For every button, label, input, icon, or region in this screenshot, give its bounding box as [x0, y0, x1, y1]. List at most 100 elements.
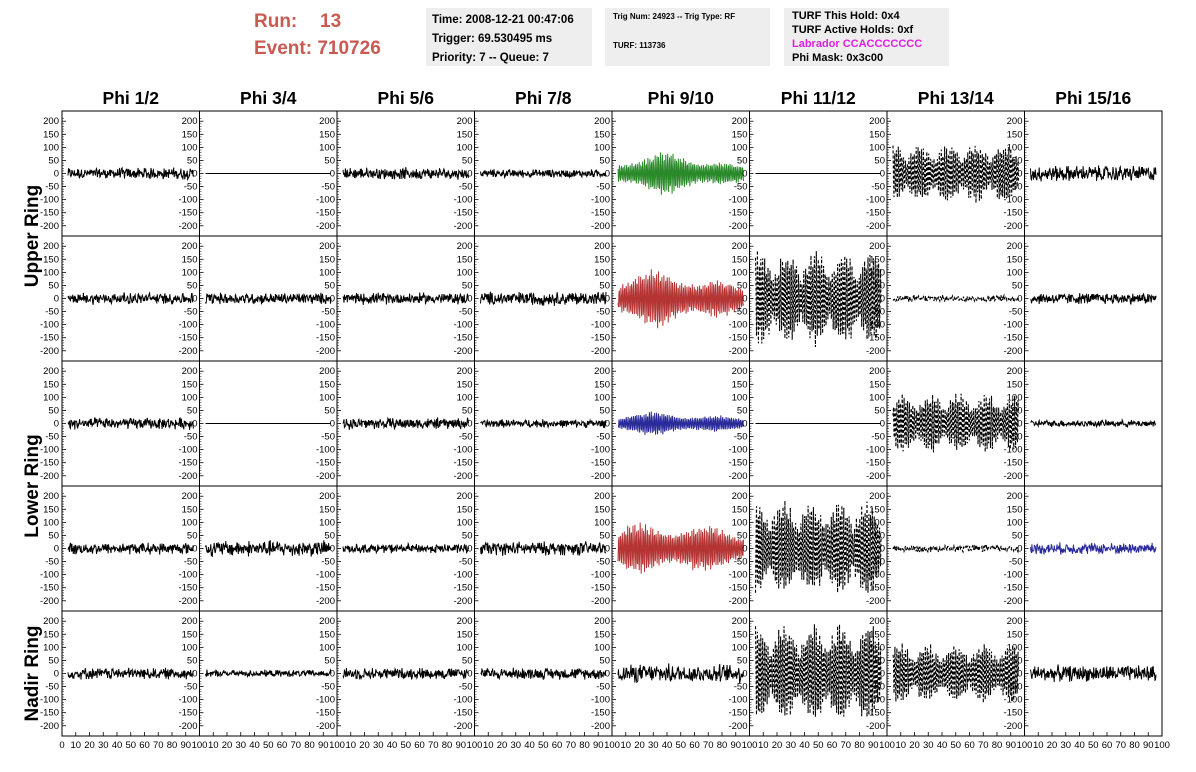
x-tick-label: 40 [937, 740, 948, 751]
y-tick-label: 200 [869, 616, 885, 627]
y-tick-label: -50 [184, 557, 198, 568]
event-label: Event: [254, 38, 313, 59]
y-tick-label: -100 [728, 570, 747, 581]
y-tick-label: 150 [182, 129, 198, 140]
waveform-trace [617, 152, 744, 195]
y-tick-label: 200 [319, 491, 335, 502]
y-tick-label: 200 [594, 241, 610, 252]
y-tick-label: -200 [316, 721, 335, 732]
y-tick-label: 0 [1017, 669, 1022, 680]
y-tick-label: -50 [871, 307, 885, 318]
y-tick-label: 100 [732, 142, 748, 153]
y-tick-label: 150 [732, 254, 748, 265]
y-tick-label: 0 [192, 419, 197, 430]
y-tick-label: -200 [728, 471, 747, 482]
column-title: Phi 9/10 [648, 88, 714, 108]
x-tick-label: 80 [1129, 740, 1140, 751]
y-tick-label: 200 [594, 616, 610, 627]
y-tick-label: 50 [324, 530, 335, 541]
y-tick-label: -50 [184, 682, 198, 693]
run-line: Run: 13 [254, 8, 381, 35]
y-tick-label: -150 [316, 458, 335, 469]
trig-info-box: Trig Num: 24923 -- Trig Type: RF TURF: 1… [605, 8, 770, 66]
y-tick-label: -100 [1003, 695, 1022, 706]
y-tick-label: 150 [43, 129, 59, 140]
y-tick-label: -150 [728, 458, 747, 469]
y-tick-label: 200 [319, 116, 335, 127]
y-tick-label: -150 [728, 583, 747, 594]
y-tick-label: -50 [45, 307, 59, 318]
y-tick-label: 0 [330, 544, 335, 555]
x-tick-label: 10 [208, 740, 219, 751]
y-tick-label: -200 [40, 721, 59, 732]
y-tick-label: 200 [182, 616, 198, 627]
y-tick-label: -100 [866, 445, 885, 456]
x-tick-label: 60 [552, 740, 563, 751]
waveform-trace [754, 500, 882, 593]
y-tick-label: 50 [1012, 655, 1023, 666]
y-tick-label: -50 [459, 182, 473, 193]
y-tick-label: 100 [869, 142, 885, 153]
y-tick-label: 50 [599, 280, 610, 291]
y-tick-label: 150 [732, 379, 748, 390]
y-tick-label: 0 [880, 294, 885, 305]
y-tick-label: 150 [43, 504, 59, 515]
x-tick-label: 90 [1143, 740, 1154, 751]
y-tick-label: 150 [319, 129, 335, 140]
x-tick-label: 50 [400, 740, 411, 751]
y-tick-label: 0 [192, 669, 197, 680]
turf-info-box: TURF This Hold: 0x4 TURF Active Holds: 0… [784, 8, 949, 66]
x-tick-label: 100 [879, 740, 895, 751]
x-tick-label: 20 [497, 740, 508, 751]
waveform-trace [205, 292, 332, 305]
y-tick-label: 50 [1012, 155, 1023, 166]
y-tick-label: 0 [880, 669, 885, 680]
x-tick-label: 100 [329, 740, 345, 751]
y-tick-label: -150 [1003, 583, 1022, 594]
column-title: Phi 13/14 [918, 88, 994, 108]
y-tick-label: 50 [48, 405, 59, 416]
run-event-header: Run: 13 Event: 710726 [254, 8, 381, 62]
y-tick-label: 0 [605, 544, 610, 555]
y-tick-label: -50 [184, 432, 198, 443]
waveform-trace [1030, 164, 1157, 182]
x-tick-label: 30 [648, 740, 659, 751]
y-tick-label: 100 [457, 642, 473, 653]
y-tick-label: -50 [734, 432, 748, 443]
phi-mask-text: Phi Mask: 0x3c00 [792, 52, 884, 64]
y-tick-label: 150 [457, 379, 473, 390]
y-tick-label: -100 [1003, 320, 1022, 331]
y-tick-label: 100 [319, 642, 335, 653]
waveform-trace [480, 541, 607, 557]
x-tick-label: 50 [125, 740, 136, 751]
x-tick-label: 90 [318, 740, 329, 751]
y-tick-label: 50 [599, 155, 610, 166]
y-tick-label: 0 [54, 544, 59, 555]
y-tick-label: -50 [596, 682, 610, 693]
y-tick-label: 150 [182, 379, 198, 390]
y-tick-label: -200 [728, 596, 747, 607]
x-tick-label: 30 [1060, 740, 1071, 751]
y-tick-label: 100 [594, 517, 610, 528]
x-tick-label: 80 [304, 740, 315, 751]
y-tick-label: -150 [591, 333, 610, 344]
y-tick-label: -100 [453, 320, 472, 331]
y-tick-label: -150 [1003, 333, 1022, 344]
y-tick-label: 50 [874, 530, 885, 541]
x-tick-label: 90 [180, 740, 191, 751]
y-tick-label: -100 [1003, 445, 1022, 456]
y-tick-label: 100 [319, 267, 335, 278]
column-title: Phi 1/2 [103, 88, 160, 108]
y-tick-label: 0 [330, 294, 335, 305]
y-tick-label: -200 [40, 596, 59, 607]
x-tick-label: 90 [730, 740, 741, 751]
y-tick-label: 50 [737, 405, 748, 416]
x-tick-label: 100 [604, 740, 620, 751]
y-tick-label: -150 [1003, 708, 1022, 719]
y-tick-label: -100 [40, 695, 59, 706]
y-tick-label: -150 [453, 458, 472, 469]
y-tick-label: 150 [43, 379, 59, 390]
y-tick-label: -50 [596, 432, 610, 443]
x-tick-label: 20 [909, 740, 920, 751]
